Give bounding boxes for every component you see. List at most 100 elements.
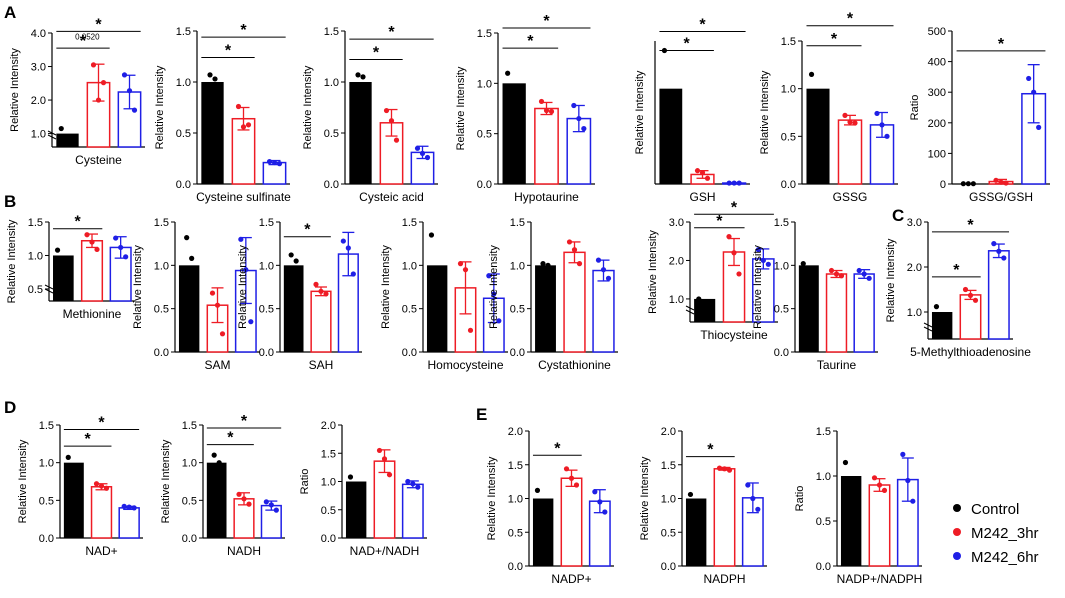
data-point (360, 74, 366, 80)
y-tick-label: 3.0 (31, 62, 46, 74)
y-tick-label: 0.0 (259, 347, 274, 359)
chart-7: 0 100 200 300 400 500 GSSG/GSH Ratio * (909, 26, 1050, 204)
data-point (996, 248, 1002, 254)
data-point (962, 286, 969, 293)
y-tick-label: 3.0 (669, 217, 684, 229)
bar-1 (53, 255, 74, 301)
significance-star: * (731, 199, 738, 216)
y-tick-label: 0.5 (510, 304, 525, 316)
x-axis-label: Hypotaurine (514, 190, 579, 204)
y-tick-label: 1.0 (816, 471, 831, 483)
data-point (842, 459, 849, 466)
data-point (881, 487, 888, 493)
data-point (98, 483, 105, 489)
data-point (573, 482, 580, 488)
chart-12: 0.0 0.5 1.0 1.5 Cystathionine Relative Intens… (488, 217, 618, 372)
y-tick-label: 0.5 (402, 304, 417, 316)
bar-3 (401, 483, 424, 539)
chart-4: 0.0 0.5 1.0 1.5 Hypotaurine Relative Intensit… (455, 13, 595, 204)
significance-star: * (95, 16, 102, 33)
data-point (386, 472, 393, 478)
significance-star: * (707, 442, 714, 459)
data-point (65, 454, 71, 460)
data-point (721, 466, 728, 472)
data-point (970, 181, 976, 187)
data-point (240, 124, 247, 130)
data-point (113, 235, 119, 241)
data-point (271, 159, 278, 166)
bar-2 (563, 251, 586, 353)
y-tick-label: 0.0 (402, 347, 417, 359)
bar-1 (502, 83, 526, 184)
data-point (755, 506, 761, 512)
y-tick-label: 1.5 (28, 217, 43, 229)
y-tick-label: 0.0 (39, 533, 54, 545)
axis-break-mark (685, 305, 695, 311)
data-point (93, 481, 100, 487)
data-point (861, 271, 867, 277)
chart-6: 0.0 0.5 1.0 1.5 GSSG Relative Intensity * * (759, 11, 898, 204)
data-point (581, 126, 587, 132)
data-point (828, 267, 835, 274)
chart-9: 0.0 0.5 1.0 1.5 SAM Relative Intensity (132, 217, 260, 372)
y-tick-label: 0.5 (816, 516, 831, 528)
data-point (967, 292, 974, 298)
data-point (998, 179, 1004, 185)
charts: 1.0 2.0 3.0 4.0 Cysteine Relative Intensity * *… (6, 11, 1050, 586)
data-point (534, 487, 541, 493)
y-tick-label: 0.0 (154, 347, 169, 359)
y-tick-label: 1.0 (661, 494, 676, 506)
data-point (597, 499, 603, 505)
chart-19: 0.0 0.5 1.0 1.5 2.0 NADP+ Relative Intensity * (486, 426, 614, 586)
data-point (381, 456, 388, 462)
y-tick-label: 2.0 (669, 255, 684, 267)
data-point (571, 247, 578, 253)
bar-3 (853, 273, 875, 353)
x-axis-label: NAD+/NADH (350, 544, 420, 558)
data-point (184, 235, 190, 241)
data-point (288, 252, 294, 258)
data-point (993, 177, 999, 183)
y-tick-label: 2.0 (321, 420, 336, 432)
y-tick-label: 1.5 (182, 420, 197, 432)
data-point (543, 107, 550, 114)
bar-2 (90, 486, 113, 539)
y-axis-label: Relative Intensity (639, 456, 651, 540)
data-point (960, 181, 966, 187)
data-point (765, 261, 771, 267)
y-tick-label: 0.5 (324, 128, 339, 140)
x-axis-label: NADP+/NADPH (837, 572, 923, 586)
y-tick-label: 0.0 (477, 179, 492, 191)
data-point (491, 291, 497, 297)
significance-star: * (527, 33, 534, 50)
x-axis-label: Homocysteine (427, 358, 503, 372)
y-tick-label: 0.0 (661, 561, 676, 573)
data-point (268, 502, 274, 508)
data-point (189, 255, 195, 261)
y-tick-label: 3.0 (907, 217, 922, 229)
data-point (211, 452, 217, 458)
y-tick-label: 0.0 (321, 533, 336, 545)
y-tick-label: 0.5 (182, 495, 197, 507)
data-point (972, 297, 979, 303)
significance-star: * (240, 22, 247, 39)
y-tick-label: 0.5 (176, 128, 191, 140)
y-tick-label: 0.0 (816, 561, 831, 573)
data-point (355, 72, 361, 78)
y-tick-label: 2.0 (508, 426, 523, 438)
data-point (276, 161, 283, 167)
data-point (414, 145, 421, 151)
y-tick-label: 1.0 (324, 77, 339, 89)
significance-star: * (373, 45, 380, 62)
bar-3 (262, 161, 287, 185)
data-point (126, 88, 133, 94)
data-point (121, 72, 128, 78)
data-point (576, 115, 582, 122)
data-point (263, 499, 269, 505)
data-point (563, 466, 570, 472)
chart-10: 0.0 0.5 1.0 1.5 SAH Relative Intensity * (237, 217, 362, 372)
x-axis-label: NADP+ (551, 572, 591, 586)
data-point (699, 169, 706, 176)
significance-star: * (225, 43, 232, 60)
y-axis-label: Relative Intensity (488, 245, 500, 329)
